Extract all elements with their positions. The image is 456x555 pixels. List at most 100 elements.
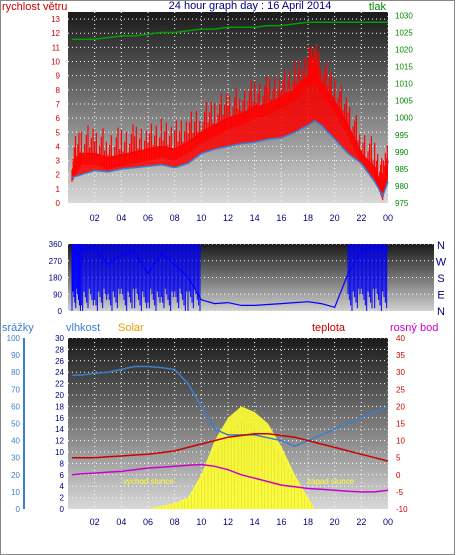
temperature-tick-label: 25 xyxy=(396,385,405,394)
pressure-tick-label: 980 xyxy=(395,182,409,191)
rain-tick-label: 50 xyxy=(11,420,20,429)
pressure-tick-label: 990 xyxy=(395,148,409,157)
rain-tick-label: 0 xyxy=(16,505,21,514)
gust-line xyxy=(71,67,389,192)
rain-tick-label: 80 xyxy=(11,368,20,377)
x-tick-label: 02 xyxy=(90,517,100,527)
pressure-tick-label: 1000 xyxy=(395,114,413,123)
x-tick-label: 10 xyxy=(196,517,206,527)
x-tick-label: 20 xyxy=(330,213,340,223)
temperature-tick-label: 0 xyxy=(396,471,401,480)
x-tick-label: 04 xyxy=(116,517,126,527)
humidity-tick-label: 6 xyxy=(60,471,65,480)
pressure-tick-label: 1030 xyxy=(395,11,413,20)
compass-label: E xyxy=(437,290,444,302)
humidity-tick-label: 24 xyxy=(55,368,64,377)
direction-tick-label: 270 xyxy=(49,257,63,266)
x-tick-label: 10 xyxy=(196,213,206,223)
temperature-axis-label: teplota xyxy=(312,322,346,334)
dewpoint-line xyxy=(71,463,389,493)
compass-label: W xyxy=(436,257,447,269)
x-tick-label: 16 xyxy=(276,213,286,223)
humidity-tick-label: 22 xyxy=(55,380,64,389)
chart-title: 24 hour graph day : 16 April 2014 xyxy=(169,0,332,12)
x-tick-label: 06 xyxy=(143,517,153,527)
pressure-tick-label: 975 xyxy=(395,199,409,208)
x-tick-label: 08 xyxy=(170,517,180,527)
temperature-line xyxy=(72,433,389,462)
humidity-line xyxy=(72,365,389,448)
humidity-tick-label: 18 xyxy=(55,402,64,411)
humidity-tick-label: 30 xyxy=(55,334,64,343)
dewpoint-axis-label: rosný bod xyxy=(390,322,438,334)
temperature-tick-label: 15 xyxy=(396,420,405,429)
temperature-tick-label: -10 xyxy=(396,505,408,514)
x-tick-label: 00 xyxy=(383,517,393,527)
rain-tick-label: 10 xyxy=(11,488,20,497)
x-tick-label: 12 xyxy=(223,213,233,223)
sunset-annotation: západ slunce xyxy=(307,477,355,486)
wind-speed-tick-label: 2 xyxy=(56,171,61,180)
compass-label: S xyxy=(437,273,444,285)
rain-tick-label: 20 xyxy=(11,471,20,480)
wind-speed-tick-label: 11 xyxy=(52,43,61,52)
rain-tick-label: 60 xyxy=(11,402,20,411)
humidity-tick-label: 28 xyxy=(55,345,64,354)
temperature-tick-label: 20 xyxy=(396,402,405,411)
pressure-tick-label: 995 xyxy=(395,131,409,140)
x-tick-label: 14 xyxy=(250,517,260,527)
direction-line xyxy=(71,247,389,309)
rain-tick-label: 40 xyxy=(11,437,20,446)
wind-speed-tick-label: 5 xyxy=(56,128,61,137)
temperature-tick-label: 40 xyxy=(396,334,405,343)
x-tick-label: 12 xyxy=(223,517,233,527)
wind-speed-tick-label: 9 xyxy=(56,72,61,81)
rain-tick-label: 70 xyxy=(11,385,20,394)
direction-tick-label: 360 xyxy=(49,240,63,249)
rain-tick-label: 30 xyxy=(11,454,20,463)
wind-speed-axis-label: rychlost větru xyxy=(2,1,67,13)
wind-speed-tick-label: 13 xyxy=(51,15,60,24)
wind-pressure-panel: 02 04 06 08 10 12 14 16 18 20 22 000123456789101112… xyxy=(51,11,413,223)
rain-axis-label: srážky xyxy=(2,322,34,334)
x-tick-label: 22 xyxy=(356,213,366,223)
wind-speed-tick-label: 3 xyxy=(56,157,61,166)
humidity-tick-label: 12 xyxy=(55,437,64,446)
x-tick-label: 02 xyxy=(90,213,100,223)
x-tick-label: 16 xyxy=(276,517,286,527)
x-tick-label: 04 xyxy=(116,213,126,223)
compass-label: N xyxy=(437,240,445,252)
direction-tick-label: 90 xyxy=(53,290,62,299)
x-tick-label: 22 xyxy=(356,517,366,527)
temperature-tick-label: 35 xyxy=(396,351,405,360)
wind-speed-tick-label: 1 xyxy=(56,185,61,194)
humidity-tick-label: 14 xyxy=(55,425,64,434)
pressure-tick-label: 1020 xyxy=(395,46,413,55)
pressure-tick-label: 1015 xyxy=(395,63,413,72)
x-tick-label: 00 xyxy=(383,213,393,223)
wind-speed-tick-label: 6 xyxy=(56,114,61,123)
temperature-tick-label: 30 xyxy=(396,368,405,377)
humidity-tick-label: 26 xyxy=(55,357,64,366)
rain-tick-label: 90 xyxy=(11,351,20,360)
sunrise-annotation: východ slunce xyxy=(123,477,174,486)
direction-tick-label: 0 xyxy=(58,307,63,316)
gust-band xyxy=(72,68,388,196)
pressure-tick-label: 1010 xyxy=(395,80,413,89)
temperature-tick-label: 5 xyxy=(396,454,401,463)
x-tick-label: 14 xyxy=(250,213,260,223)
pressure-tick-label: 1025 xyxy=(395,28,413,37)
x-tick-label: 20 xyxy=(330,517,340,527)
solar-axis-label: Solar xyxy=(118,322,144,334)
humidity-tick-label: 20 xyxy=(55,391,64,400)
direction-tick-label: 180 xyxy=(49,274,63,283)
x-tick-label: 08 xyxy=(170,213,180,223)
rain-tick-label: 100 xyxy=(7,334,21,343)
wind-speed-line xyxy=(71,120,389,198)
pressure-line xyxy=(72,21,388,41)
wind-speed-tick-label: 10 xyxy=(51,58,60,67)
wind-speed-tick-label: 0 xyxy=(56,199,61,208)
